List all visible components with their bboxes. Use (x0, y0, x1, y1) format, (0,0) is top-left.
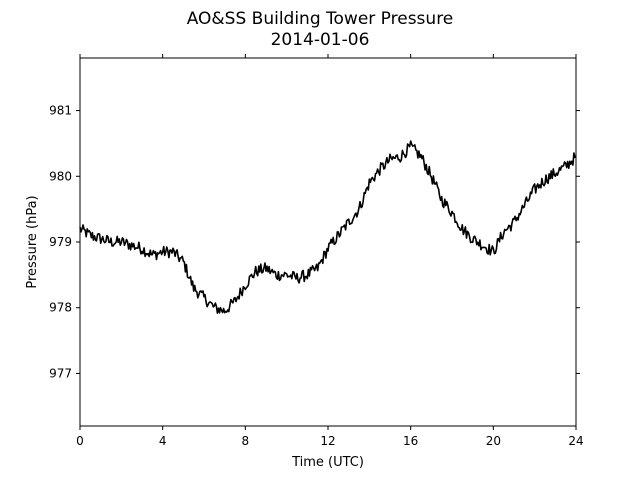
y-axis-label: Pressure (hPa) (25, 195, 40, 288)
x-tick-label: 4 (159, 434, 167, 448)
chart-title: AO&SS Building Tower Pressure (187, 9, 454, 29)
y-tick-label: 977 (49, 366, 72, 380)
y-tick-label: 981 (49, 104, 72, 118)
pressure-series-line (79, 140, 577, 314)
x-axis-label: Time (UTC) (291, 455, 364, 470)
plot-frame (79, 57, 577, 427)
y-tick-label: 980 (49, 169, 72, 183)
x-tick-label: 0 (76, 434, 84, 448)
x-tick-label: 12 (320, 434, 335, 448)
y-tick-label: 978 (49, 301, 72, 315)
y-tick-label: 979 (49, 235, 72, 249)
x-tick-label: 20 (486, 434, 501, 448)
chart-subtitle: 2014-01-06 (271, 30, 370, 50)
x-axis: 0 4 8 12 16 20 24 (76, 54, 584, 448)
x-tick-label: 8 (242, 434, 250, 448)
x-tick-label: 24 (568, 434, 583, 448)
y-axis: 977 978 979 980 981 (49, 104, 580, 380)
plot-area (79, 140, 577, 314)
x-tick-label: 16 (403, 434, 418, 448)
